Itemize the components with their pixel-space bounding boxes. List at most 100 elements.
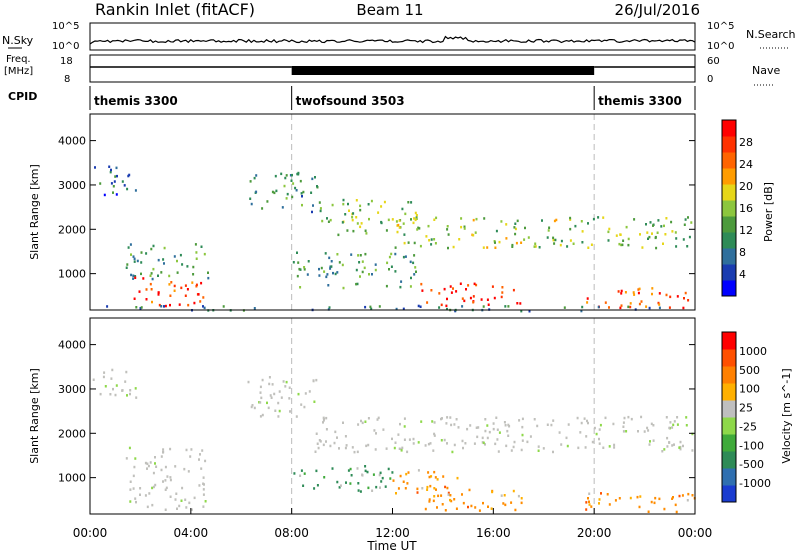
echo-cell — [135, 306, 138, 309]
echo-cell — [513, 226, 516, 229]
station-title: Rankin Inlet (fitACF) — [95, 0, 255, 19]
x-tick-label: 12:00 — [375, 526, 410, 540]
echo-cell — [409, 260, 412, 264]
echo-cell — [253, 406, 256, 410]
echo-cell — [301, 203, 303, 207]
echo-cell — [150, 272, 153, 275]
echo-cell — [487, 303, 490, 306]
echo-cell — [133, 297, 136, 300]
echo-cell — [445, 422, 448, 425]
echo-cell — [586, 297, 589, 300]
echo-cell — [503, 421, 506, 424]
echo-cell — [346, 229, 349, 232]
echo-cell — [581, 241, 584, 244]
echo-cell — [520, 448, 523, 452]
echo-cell — [372, 473, 375, 476]
echo-cell — [434, 476, 437, 479]
echo-cell — [478, 509, 481, 512]
echo-cell — [194, 243, 197, 246]
power-ylabel: Slant Range [km] — [28, 164, 41, 260]
echo-cell — [200, 245, 203, 248]
echo-cell — [312, 204, 314, 207]
echo-cell — [546, 236, 549, 239]
echo-cell — [152, 485, 155, 489]
echo-cell — [433, 487, 436, 490]
velocity-colorbar-tick: 25 — [739, 402, 753, 415]
echo-cell — [691, 449, 694, 452]
echo-cell — [334, 430, 337, 434]
echo-cell — [638, 302, 641, 306]
echo-cell — [395, 492, 397, 495]
echo-cell — [446, 297, 448, 301]
echo-cell — [311, 210, 313, 214]
echo-cell — [435, 216, 438, 220]
echo-cell — [345, 444, 348, 447]
echo-cell — [497, 450, 500, 453]
nave-label: Nave — [752, 64, 780, 77]
power-colorbar-tick: 16 — [739, 202, 753, 215]
echo-cell — [425, 235, 428, 238]
echo-cell — [504, 424, 507, 427]
echo-cell — [486, 436, 489, 440]
velocity-ylabel: Slant Range [km] — [28, 368, 41, 464]
echo-cell — [169, 478, 172, 482]
echo-cell — [472, 295, 475, 298]
echo-cell — [427, 224, 430, 228]
echo-cell — [347, 202, 349, 206]
echo-cell — [420, 282, 423, 286]
echo-cell — [378, 473, 381, 477]
echo-cell — [154, 456, 156, 459]
echo-cell — [553, 219, 556, 223]
echo-cell — [157, 274, 159, 277]
echo-cell — [134, 275, 137, 278]
echo-cell — [666, 436, 669, 440]
echo-cell — [651, 232, 653, 235]
echo-cell — [157, 291, 160, 294]
echo-cell — [663, 507, 666, 511]
echo-cell — [129, 488, 132, 491]
echo-cell — [598, 442, 601, 445]
echo-cell — [541, 219, 543, 222]
echo-cell — [482, 501, 484, 505]
echo-cell — [274, 174, 277, 178]
echo-cell — [647, 510, 650, 513]
echo-cell — [552, 450, 554, 454]
echo-cell — [417, 304, 420, 308]
echo-cell — [620, 289, 623, 293]
echo-cell — [652, 424, 655, 427]
echo-cell — [622, 239, 625, 242]
echo-cell — [474, 231, 477, 234]
echo-cell — [181, 486, 184, 490]
echo-cell — [261, 207, 264, 210]
echo-cell — [569, 216, 572, 220]
echo-cell — [552, 236, 555, 240]
echo-cell — [145, 298, 148, 301]
echo-cell — [670, 220, 673, 224]
echo-cell — [250, 405, 253, 409]
x-tick-label: 16:00 — [476, 526, 511, 540]
echo-cell — [671, 444, 674, 447]
echo-cell — [183, 467, 186, 471]
echo-cell — [430, 475, 433, 478]
echo-cell — [621, 243, 624, 247]
echo-cell — [139, 493, 141, 496]
power-colorbar-tick: 4 — [739, 268, 746, 281]
colorbar-swatch — [722, 136, 736, 153]
echo-cell — [620, 304, 623, 307]
echo-cell — [521, 433, 524, 437]
echo-cell — [408, 438, 411, 441]
echo-cell — [402, 222, 405, 225]
echo-cell — [505, 444, 508, 448]
echo-cell — [683, 223, 686, 226]
echo-cell — [383, 200, 386, 204]
echo-cell — [328, 306, 331, 309]
echo-cell — [496, 428, 499, 431]
echo-cell — [403, 438, 406, 441]
freq-label: Freq. — [6, 54, 31, 65]
echo-cell — [195, 257, 198, 260]
echo-cell — [356, 467, 359, 470]
echo-cell — [300, 469, 303, 472]
echo-cell — [349, 467, 352, 471]
echo-cell — [350, 253, 353, 256]
echo-cell — [437, 494, 440, 498]
